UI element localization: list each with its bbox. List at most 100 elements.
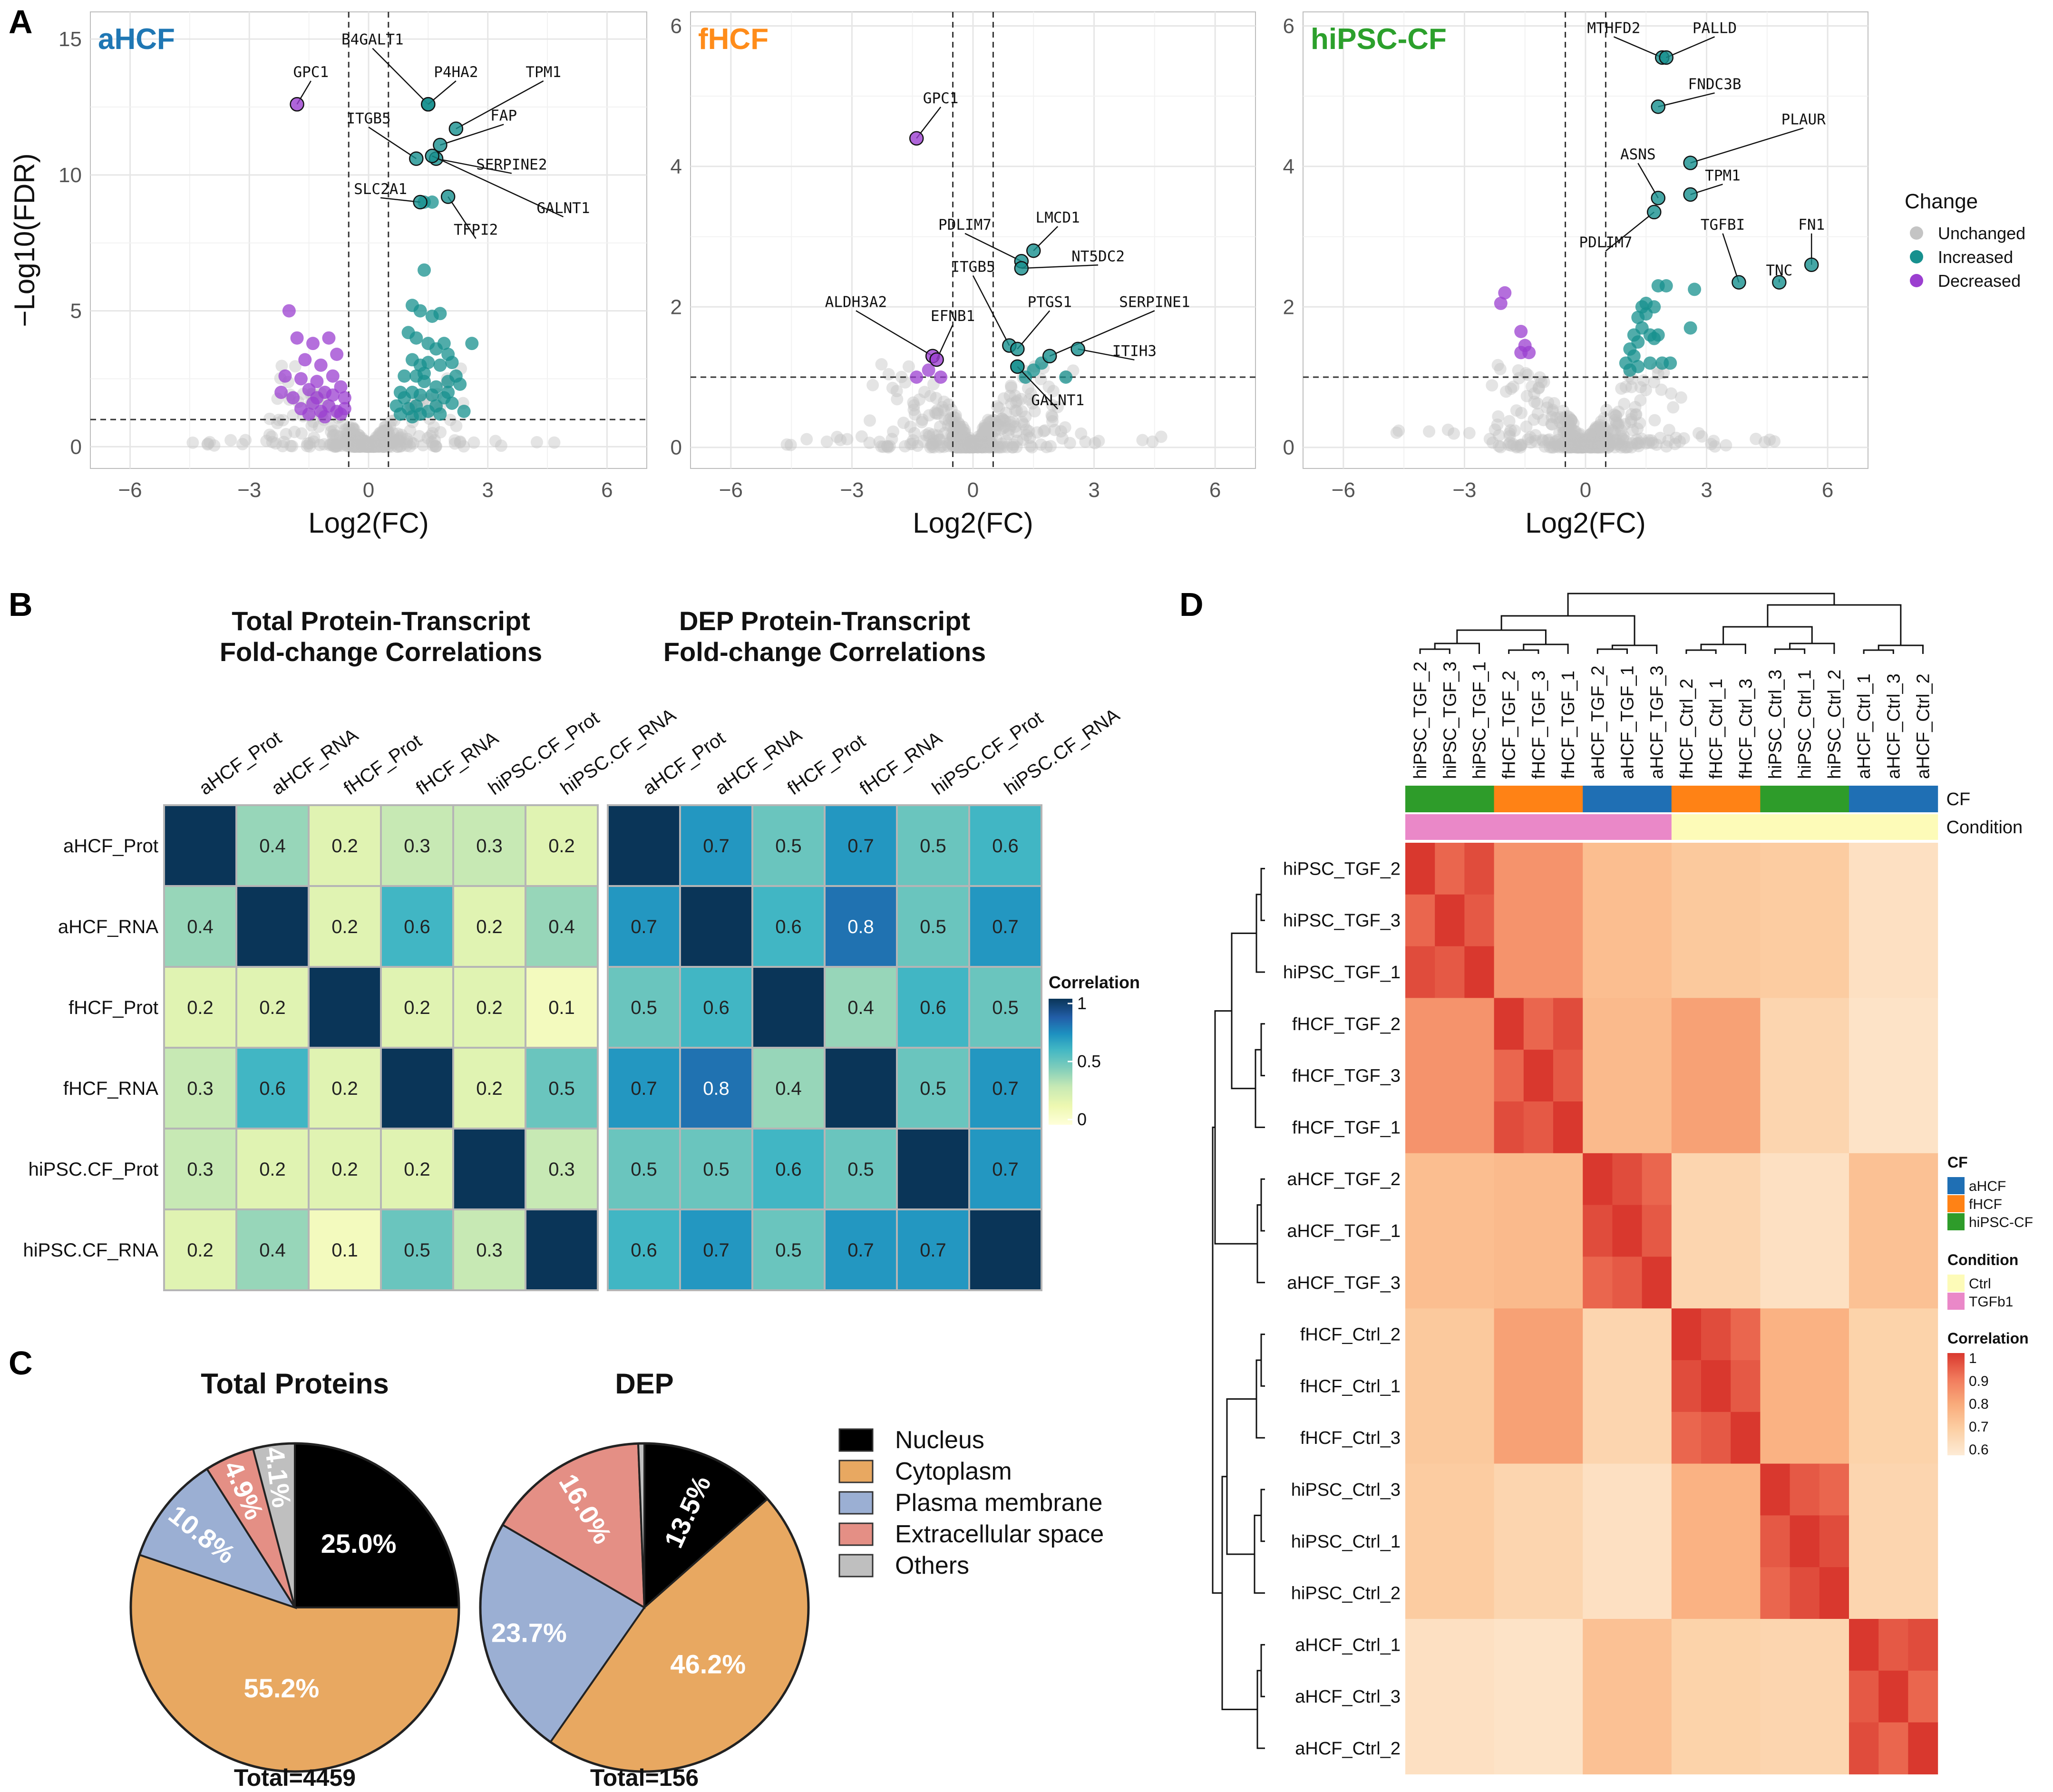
- point-unchanged: [1566, 440, 1579, 453]
- point-unchanged: [1595, 433, 1608, 446]
- point-unchanged: [979, 427, 992, 439]
- point-unchanged: [1545, 418, 1558, 430]
- point-unchanged: [1011, 394, 1024, 407]
- row-label: aHCF_RNA: [58, 916, 158, 937]
- point-unchanged: [421, 432, 434, 445]
- point-unchanged: [1531, 407, 1544, 420]
- point-unchanged: [960, 438, 973, 450]
- point-unchanged: [1577, 436, 1590, 449]
- point-unchanged: [1615, 439, 1628, 452]
- point-unchanged: [327, 430, 340, 443]
- point-unchanged: [1618, 441, 1631, 454]
- point-unchanged: [980, 434, 992, 447]
- point-unchanged: [1572, 441, 1585, 454]
- gene-label-tgfbi: TGFBI: [1701, 216, 1745, 234]
- point-unchanged: [1486, 379, 1498, 392]
- point-unchanged: [392, 433, 405, 446]
- cf-annotation-label: CF: [1946, 789, 1971, 809]
- point-unchanged: [1146, 435, 1159, 448]
- y-tick-label: 10: [58, 164, 82, 187]
- point-unchanged: [980, 429, 992, 441]
- gene-label-leader: [456, 80, 544, 129]
- point-unchanged: [976, 432, 989, 445]
- point-unchanged: [362, 439, 375, 452]
- point-unchanged: [1567, 439, 1579, 452]
- condition-annotation-cell: [1819, 814, 1849, 840]
- point-decreased: [934, 370, 948, 384]
- point-unchanged: [392, 434, 405, 447]
- dendrogram-branch: [1700, 643, 1746, 654]
- point-unchanged: [1546, 405, 1559, 418]
- heatmap-title-line1: Total Protein-Transcript: [232, 606, 530, 636]
- point-unchanged: [981, 425, 993, 438]
- point-unchanged: [346, 439, 359, 452]
- point-unchanged: [1607, 436, 1620, 449]
- gene-label-ptgs1: PTGS1: [1028, 293, 1072, 311]
- point-unchanged: [361, 438, 374, 451]
- point-unchanged: [994, 423, 1007, 436]
- point-decreased: [294, 372, 308, 386]
- point-unchanged: [1588, 438, 1601, 451]
- heatmap-cell: [968, 885, 1042, 968]
- condition-annotation-cell: [1435, 814, 1465, 840]
- point-unchanged: [917, 435, 930, 448]
- point-unchanged: [344, 433, 357, 446]
- point-unchanged: [413, 430, 426, 443]
- point-decreased: [278, 369, 292, 383]
- point-labeled-plaur: [1683, 156, 1698, 170]
- point-unchanged: [368, 440, 381, 453]
- point-unchanged: [350, 439, 363, 452]
- point-unchanged: [1569, 440, 1582, 453]
- heatmap-cell: [1583, 1360, 1613, 1412]
- pie-slice-label: 25.0%: [321, 1529, 397, 1558]
- column-label: hiPSC_TGF_1: [1470, 662, 1490, 779]
- point-unchanged: [967, 440, 980, 453]
- heatmap-cell: [1819, 1101, 1849, 1154]
- point-unchanged: [1568, 430, 1581, 443]
- gene-label-leader: [1690, 127, 1804, 164]
- volcano-title: hiPSC-CF: [1311, 23, 1447, 56]
- point-unchanged: [353, 440, 366, 453]
- point-unchanged: [1525, 436, 1537, 449]
- point-unchanged: [942, 439, 954, 452]
- point-unchanged: [960, 441, 973, 454]
- cf-annotation-cell: [1790, 786, 1820, 812]
- point-unchanged: [303, 440, 316, 453]
- point-unchanged: [349, 438, 361, 451]
- heatmap-cell: [1435, 998, 1465, 1050]
- point-unchanged: [375, 434, 388, 447]
- heatmap-cell: [1464, 1670, 1495, 1723]
- point-unchanged: [1630, 433, 1643, 446]
- point-unchanged: [1560, 424, 1573, 437]
- heatmap-cell: [1405, 1515, 1435, 1568]
- heatmap-cell: [1671, 1308, 1702, 1361]
- heatmap-cell: [1405, 1670, 1435, 1723]
- point-unchanged: [973, 433, 986, 446]
- point-unchanged: [1009, 420, 1022, 433]
- point-unchanged: [947, 411, 960, 424]
- point-unchanged: [318, 438, 331, 451]
- point-unchanged: [932, 407, 944, 420]
- point-unchanged: [1592, 439, 1605, 452]
- point-unchanged: [360, 440, 372, 453]
- point-unchanged: [368, 435, 381, 448]
- point-unchanged: [944, 436, 956, 449]
- point-unchanged: [358, 436, 371, 449]
- point-unchanged: [358, 440, 370, 453]
- point-unchanged: [548, 436, 561, 449]
- heatmap-cell: [607, 804, 681, 887]
- point-unchanged: [949, 439, 962, 452]
- point-unchanged: [1040, 441, 1053, 454]
- point-unchanged: [328, 429, 341, 441]
- point-unchanged: [947, 424, 960, 437]
- point-unchanged: [925, 438, 938, 451]
- row-label: hiPSC.CF_Prot: [29, 1159, 158, 1180]
- pie-title: Total Proteins: [201, 1368, 389, 1400]
- point-increased: [413, 407, 427, 421]
- point-unchanged: [329, 440, 342, 453]
- point-unchanged: [364, 440, 377, 453]
- point-unchanged: [1510, 440, 1523, 453]
- heatmap-cell-value: 0.4: [259, 836, 286, 857]
